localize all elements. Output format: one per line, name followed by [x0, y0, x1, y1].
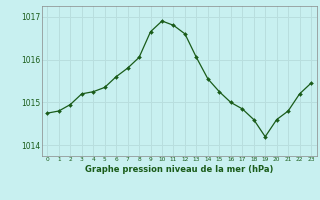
- X-axis label: Graphe pression niveau de la mer (hPa): Graphe pression niveau de la mer (hPa): [85, 165, 273, 174]
